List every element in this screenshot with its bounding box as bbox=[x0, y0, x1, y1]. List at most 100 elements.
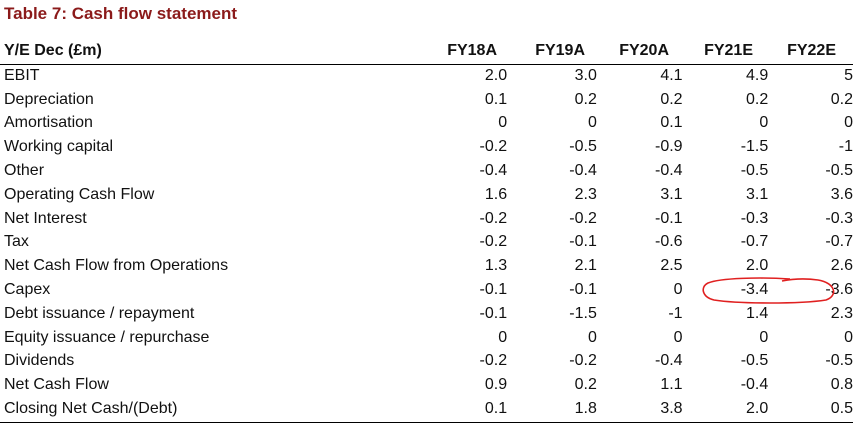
row-value: -1.5 bbox=[569, 304, 597, 322]
row-value: 0.1 bbox=[660, 114, 683, 132]
row-label: Dividends bbox=[4, 352, 75, 370]
row-value: 3.6 bbox=[830, 185, 853, 203]
row-value: -3.4 bbox=[740, 281, 769, 299]
row-label: Capex bbox=[4, 281, 51, 299]
row-value: -0.2 bbox=[479, 138, 508, 156]
table-row: Debt issuance / repayment -0.1 -1.5 -1 1.4 2.… bbox=[0, 302, 853, 326]
row-value: -0.1 bbox=[569, 233, 597, 251]
bottom-rule bbox=[0, 422, 853, 423]
row-value: -0.5 bbox=[740, 162, 769, 180]
table-row: Net Cash Flow from Operations 1.3 2.1 2.5 2.… bbox=[0, 254, 853, 278]
row-value: -0.7 bbox=[825, 233, 853, 251]
row-value: 0.2 bbox=[830, 90, 853, 108]
row-value: -0.3 bbox=[825, 209, 853, 227]
table-row: Amortisation 0 0 0.1 0 0 bbox=[0, 112, 853, 136]
table-title: Table 7: Cash flow statement bbox=[4, 4, 238, 23]
row-value: -1.5 bbox=[740, 138, 769, 156]
row-value: 0.1 bbox=[484, 90, 508, 108]
row-value: -0.1 bbox=[479, 304, 508, 322]
cash-flow-table: EBIT 2.0 3.0 4.1 4.9 5 Depreciation 0.1 0.2 0.2 0.… bbox=[0, 64, 853, 421]
column-header: FY21E bbox=[704, 42, 753, 59]
row-value: 5 bbox=[844, 66, 853, 84]
row-value: 0.9 bbox=[484, 376, 508, 394]
row-value: -0.2 bbox=[569, 352, 597, 370]
header-label: Y/E Dec (£m) bbox=[4, 42, 102, 59]
row-value: 0 bbox=[844, 328, 853, 346]
row-value: 3.8 bbox=[660, 400, 683, 418]
row-value: 1.3 bbox=[484, 257, 508, 275]
row-value: -0.4 bbox=[655, 352, 683, 370]
row-value: -0.4 bbox=[479, 162, 508, 180]
row-value: 2.3 bbox=[574, 185, 597, 203]
row-value: -3.6 bbox=[825, 281, 853, 299]
row-value: 0.2 bbox=[746, 90, 769, 108]
row-value: -0.1 bbox=[655, 209, 683, 227]
row-value: 0 bbox=[759, 114, 769, 132]
row-value: 1.6 bbox=[484, 185, 508, 203]
row-value: 0 bbox=[673, 328, 683, 346]
row-value: -0.5 bbox=[825, 352, 853, 370]
row-value: 0.8 bbox=[830, 376, 853, 394]
row-label: Depreciation bbox=[4, 90, 94, 108]
row-label: Tax bbox=[4, 233, 29, 251]
row-value: 3.1 bbox=[746, 185, 769, 203]
row-label: Net Cash Flow from Operations bbox=[4, 257, 229, 275]
row-value: -0.2 bbox=[479, 233, 508, 251]
row-value: -0.4 bbox=[569, 162, 597, 180]
row-value: 0 bbox=[498, 328, 508, 346]
row-value: -1 bbox=[838, 138, 853, 156]
row-value: 1.8 bbox=[574, 400, 597, 418]
row-value: 0 bbox=[498, 114, 508, 132]
row-label: Closing Net Cash/(Debt) bbox=[4, 400, 178, 418]
row-value: -0.6 bbox=[655, 233, 683, 251]
row-value: -0.9 bbox=[655, 138, 683, 156]
table-row: Working capital -0.2 -0.5 -0.9 -1.5 -1 bbox=[0, 135, 853, 159]
table-row: Closing Net Cash/(Debt) 0.1 1.8 3.8 2.0 0.5 bbox=[0, 397, 853, 421]
row-value: -0.7 bbox=[740, 233, 769, 251]
table-row: Other -0.4 -0.4 -0.4 -0.5 -0.5 bbox=[0, 159, 853, 183]
row-value: 0.2 bbox=[574, 376, 597, 394]
row-value: 0 bbox=[844, 114, 853, 132]
row-value: 2.1 bbox=[574, 257, 597, 275]
row-value: 4.9 bbox=[746, 66, 769, 84]
row-value: -0.5 bbox=[740, 352, 769, 370]
row-value: 0 bbox=[587, 114, 597, 132]
row-value: -0.4 bbox=[740, 376, 769, 394]
row-label: Equity issuance / repurchase bbox=[4, 328, 210, 346]
table-header: Y/E Dec (£m) FY18A FY19A FY20A FY21E FY2… bbox=[0, 42, 853, 65]
row-label: Amortisation bbox=[4, 114, 93, 132]
row-value: -0.1 bbox=[479, 281, 508, 299]
row-label: Operating Cash Flow bbox=[4, 185, 155, 203]
table-row: Equity issuance / repurchase 0 0 0 0 0 bbox=[0, 326, 853, 350]
column-header: FY20A bbox=[619, 42, 669, 59]
row-value: 2.0 bbox=[484, 66, 508, 84]
row-value: -0.5 bbox=[825, 162, 853, 180]
row-label: Working capital bbox=[4, 138, 114, 156]
row-value: -0.2 bbox=[479, 352, 508, 370]
annotation-circle bbox=[702, 277, 835, 304]
row-value: 1.4 bbox=[746, 304, 769, 322]
row-value: 3.0 bbox=[574, 66, 597, 84]
table-row: Tax -0.2 -0.1 -0.6 -0.7 -0.7 bbox=[0, 231, 853, 255]
row-value: 0.2 bbox=[574, 90, 597, 108]
row-value: -0.4 bbox=[655, 162, 683, 180]
row-value: 4.1 bbox=[660, 66, 683, 84]
row-value: -0.1 bbox=[569, 281, 597, 299]
table-row: Capex -0.1 -0.1 0 -3.4 -3.6 bbox=[0, 278, 853, 302]
row-value: 0 bbox=[587, 328, 597, 346]
row-label: Other bbox=[4, 162, 45, 180]
row-value: -0.3 bbox=[740, 209, 769, 227]
row-value: -1 bbox=[668, 304, 683, 322]
table-row: Net Interest -0.2 -0.2 -0.1 -0.3 -0.3 bbox=[0, 207, 853, 231]
row-value: 0.5 bbox=[830, 400, 853, 418]
table-row: EBIT 2.0 3.0 4.1 4.9 5 bbox=[0, 64, 853, 88]
row-value: 2.0 bbox=[746, 257, 769, 275]
table-row: Net Cash Flow 0.9 0.2 1.1 -0.4 0.8 bbox=[0, 373, 853, 397]
row-value: -0.2 bbox=[479, 209, 508, 227]
column-header: FY22E bbox=[787, 42, 836, 59]
row-value: 0.1 bbox=[484, 400, 508, 418]
table-row: Dividends -0.2 -0.2 -0.4 -0.5 -0.5 bbox=[0, 350, 853, 374]
table-row: Depreciation 0.1 0.2 0.2 0.2 0.2 bbox=[0, 88, 853, 112]
row-value: -0.5 bbox=[569, 138, 597, 156]
row-value: -0.2 bbox=[569, 209, 597, 227]
